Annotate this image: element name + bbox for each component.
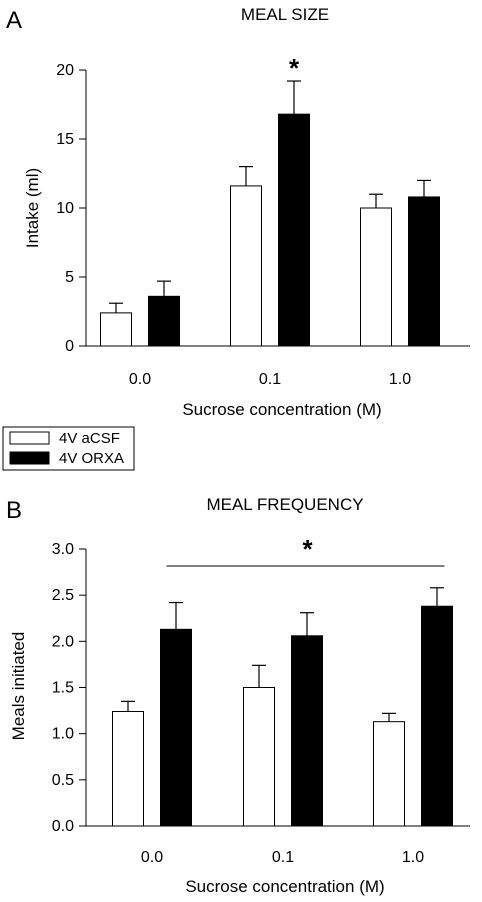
y-tick-label: 1.0 bbox=[52, 726, 74, 743]
bar-acsf bbox=[243, 687, 275, 827]
bar-orxa bbox=[291, 635, 323, 827]
x-tick-label: 0.0 bbox=[141, 849, 163, 866]
meal-size-panel: A MEAL SIZE Intake (ml) Sucrose concentr… bbox=[6, 5, 470, 419]
y-axis-label-meals: Meals initiated bbox=[9, 632, 28, 741]
x-tick-label: 0.1 bbox=[259, 371, 281, 388]
legend-label-acsf: 4V aCSF bbox=[59, 430, 120, 447]
y-tick-label: 2.5 bbox=[52, 587, 74, 604]
y-tick-label: 20 bbox=[56, 62, 74, 79]
y-tick-label: 0.0 bbox=[52, 818, 74, 835]
bar-orxa bbox=[160, 628, 192, 827]
y-tick-label: 0 bbox=[65, 338, 74, 355]
y-tick-label: 15 bbox=[56, 131, 74, 148]
y-tick-label: 5 bbox=[65, 269, 74, 286]
y-tick-label: 10 bbox=[56, 200, 74, 217]
significance-star: * bbox=[302, 534, 313, 564]
chart-title-meal-size: MEAL SIZE bbox=[241, 5, 329, 24]
bar-orxa bbox=[408, 196, 440, 347]
bar-acsf bbox=[230, 185, 262, 347]
chart-title-meal-frequency: MEAL FREQUENCY bbox=[206, 495, 363, 514]
meal-frequency-panel: B MEAL FREQUENCY Meals initiated Sucrose… bbox=[6, 495, 470, 896]
panel-letter-b: B bbox=[6, 497, 22, 524]
x-axis-label-sucrose-b: Sucrose concentration (M) bbox=[185, 877, 384, 896]
legend-swatch-orxa bbox=[9, 451, 50, 465]
y-tick-label: 3.0 bbox=[52, 541, 74, 558]
y-tick-label: 1.5 bbox=[52, 680, 74, 697]
x-tick-label: 1.0 bbox=[389, 371, 411, 388]
y-tick-label: 0.5 bbox=[52, 772, 74, 789]
x-tick-label: 0.1 bbox=[272, 849, 294, 866]
legend-swatch-acsf bbox=[9, 431, 50, 445]
panel-letter-a: A bbox=[6, 7, 22, 34]
y-tick-label: 2.0 bbox=[52, 633, 74, 650]
legend: 4V aCSF 4V ORXA bbox=[2, 426, 135, 471]
x-tick-label: 0.0 bbox=[129, 371, 151, 388]
bar-orxa bbox=[148, 295, 180, 347]
significance-star: * bbox=[289, 53, 300, 83]
x-axis-label-sucrose-a: Sucrose concentration (M) bbox=[182, 400, 381, 419]
bar-acsf bbox=[373, 721, 405, 827]
bar-orxa bbox=[421, 605, 453, 827]
x-tick-label: 1.0 bbox=[402, 849, 424, 866]
legend-label-orxa: 4V ORXA bbox=[59, 450, 124, 467]
bar-orxa bbox=[278, 113, 310, 347]
bar-acsf bbox=[100, 312, 132, 347]
bar-acsf bbox=[112, 711, 144, 827]
y-axis-label-intake: Intake (ml) bbox=[23, 168, 42, 248]
bar-acsf bbox=[360, 207, 392, 347]
